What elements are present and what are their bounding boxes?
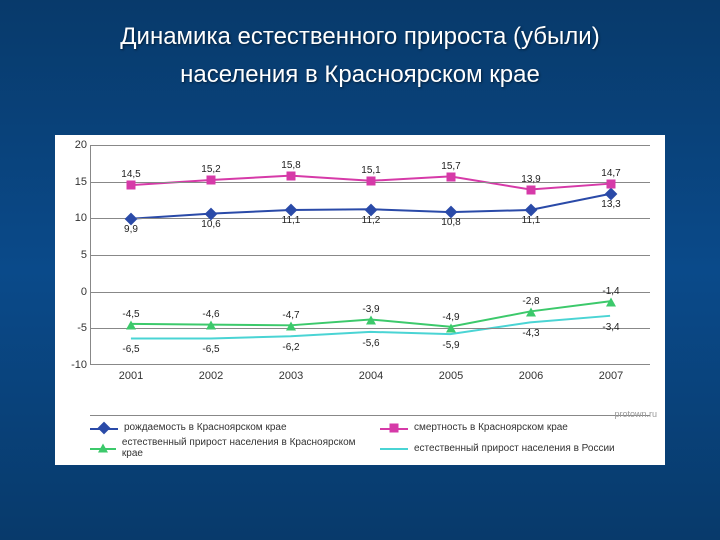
data-label: 11,1 (282, 215, 301, 226)
legend-item: естественный прирост населения в России (380, 437, 650, 459)
marker (367, 176, 376, 185)
y-tick-label: 5 (81, 249, 87, 261)
chart-container: -10 -5 0 5 10 15 20 2001 2002 2003 2004 2005 2006 200… (55, 135, 665, 465)
data-label: -3,4 (602, 322, 619, 333)
legend-swatch (380, 443, 408, 453)
data-label: -6,5 (122, 344, 139, 355)
x-tick-label: 2005 (439, 370, 463, 382)
marker (207, 176, 216, 185)
title-line-1: Динамика естественного прироста (убыли) (120, 23, 599, 50)
y-tick-label: 20 (75, 139, 87, 151)
data-label: -3,9 (362, 304, 379, 315)
gridline (91, 328, 650, 329)
data-label: -5,9 (442, 340, 459, 351)
data-label: -4,3 (522, 328, 539, 339)
y-tick-label: -10 (71, 359, 87, 371)
marker (366, 316, 376, 325)
marker (206, 321, 216, 330)
x-tick-label: 2001 (119, 370, 143, 382)
x-tick-label: 2006 (519, 370, 543, 382)
x-tick-label: 2002 (199, 370, 223, 382)
marker (526, 308, 536, 317)
legend-label: естественный прирост населения в Красноя… (122, 437, 360, 459)
legend-item: рождаемость в Красноярском крае (90, 422, 360, 433)
data-label: 11,2 (362, 215, 381, 226)
legend-label: рождаемость в Красноярском крае (124, 422, 287, 433)
data-label: 15,7 (441, 161, 460, 172)
data-label: -6,2 (282, 342, 299, 353)
legend-item: смертность в Красноярском крае (380, 422, 650, 433)
legend-swatch (90, 423, 118, 433)
data-label: -1,4 (602, 286, 619, 297)
data-label: 9,9 (124, 224, 138, 235)
data-label: 14,7 (601, 168, 620, 179)
marker (126, 320, 136, 329)
data-label: -4,7 (282, 310, 299, 321)
marker (606, 297, 616, 306)
data-label: 15,1 (361, 165, 380, 176)
legend-item: естественный прирост населения в Красноя… (90, 437, 360, 459)
marker (287, 171, 296, 180)
data-label: -2,8 (522, 296, 539, 307)
plot-area: -10-505101520200120022003200420052006200… (90, 145, 650, 365)
legend-label: естественный прирост населения в России (414, 443, 615, 454)
gridline (91, 145, 650, 146)
y-tick-label: -5 (77, 322, 87, 334)
marker (446, 323, 456, 332)
data-label: -4,9 (442, 312, 459, 323)
data-label: 15,2 (201, 164, 220, 175)
data-label: -4,5 (122, 309, 139, 320)
data-label: 11,1 (522, 215, 541, 226)
y-tick-label: 0 (81, 286, 87, 298)
title-line-2: населения в Красноярском крае (180, 61, 540, 88)
marker (447, 172, 456, 181)
marker (127, 181, 136, 190)
marker (286, 322, 296, 331)
data-label: -6,5 (202, 344, 219, 355)
y-tick-label: 15 (75, 176, 87, 188)
watermark: protown.ru (614, 409, 657, 419)
data-label: 15,8 (281, 160, 300, 171)
data-label: 14,5 (121, 169, 140, 180)
data-label: 13,9 (521, 174, 540, 185)
slide-title: Динамика естественного прироста (убыли) … (0, 0, 720, 95)
x-tick-label: 2004 (359, 370, 383, 382)
legend-swatch (90, 443, 116, 453)
marker (527, 185, 536, 194)
gridline (91, 255, 650, 256)
data-label: -4,6 (202, 309, 219, 320)
data-label: 10,6 (201, 219, 220, 230)
legend-swatch (380, 423, 408, 433)
data-label: 10,8 (441, 217, 460, 228)
x-tick-label: 2007 (599, 370, 623, 382)
x-tick-label: 2003 (279, 370, 303, 382)
legend: рождаемость в Красноярском крае смертност… (90, 415, 650, 459)
marker (607, 179, 616, 188)
data-label: 13,3 (601, 199, 620, 210)
gridline (91, 292, 650, 293)
legend-label: смертность в Красноярском крае (414, 422, 568, 433)
data-label: -5,6 (362, 338, 379, 349)
y-tick-label: 10 (75, 212, 87, 224)
